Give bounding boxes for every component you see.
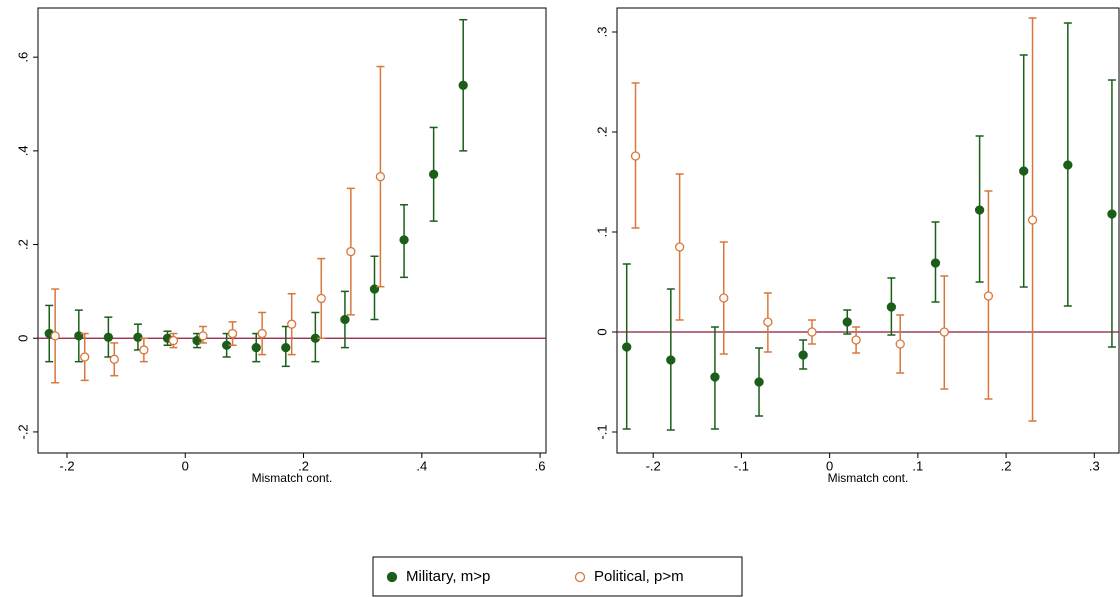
point xyxy=(1027,215,1038,225)
point xyxy=(257,328,267,339)
x-tick-label: .6 xyxy=(535,458,546,473)
point xyxy=(895,339,905,349)
y-tick-label: 0 xyxy=(594,328,609,335)
point xyxy=(939,327,949,337)
x-tick-label: 0 xyxy=(182,458,189,473)
point xyxy=(930,258,941,268)
legend-label: Political, p>m xyxy=(594,568,684,585)
legend-box xyxy=(372,556,743,597)
point xyxy=(375,171,386,182)
point xyxy=(1107,209,1117,219)
point xyxy=(842,317,852,327)
y-tick-label: .2 xyxy=(15,239,30,250)
point xyxy=(80,352,90,362)
point xyxy=(133,332,143,342)
y-tick-label: .6 xyxy=(15,52,30,63)
point xyxy=(1063,160,1073,170)
point xyxy=(227,328,238,339)
point xyxy=(316,293,326,304)
point xyxy=(710,372,720,382)
y-tick-label: .3 xyxy=(594,27,609,38)
legend-marker xyxy=(386,571,398,583)
y-tick-label: .1 xyxy=(594,227,609,238)
x-tick-label: -.2 xyxy=(646,458,661,473)
point xyxy=(251,342,261,353)
point xyxy=(340,314,350,325)
point xyxy=(103,332,114,342)
point xyxy=(983,291,994,301)
y-tick-label: .4 xyxy=(15,145,30,156)
x-tick-label: .2 xyxy=(1001,458,1012,473)
point xyxy=(974,205,985,215)
point xyxy=(50,331,60,341)
legend-marker xyxy=(574,571,586,583)
legend-label: Military, m>p xyxy=(406,568,490,585)
x-tick-label: -.1 xyxy=(734,458,749,473)
point xyxy=(886,302,897,312)
point xyxy=(1019,166,1029,176)
point xyxy=(198,331,208,341)
point xyxy=(287,319,297,329)
x-tick-label: -.2 xyxy=(59,458,74,473)
x-axis-label: Mismatch cont. xyxy=(828,471,909,485)
point xyxy=(428,169,439,179)
point xyxy=(458,80,468,90)
y-tick-label: -.1 xyxy=(594,424,609,439)
point xyxy=(622,342,632,352)
x-axis-label: Mismatch cont. xyxy=(252,471,333,485)
y-tick-label: 0 xyxy=(15,335,30,342)
point xyxy=(281,342,291,353)
point xyxy=(851,335,861,345)
point xyxy=(109,354,119,364)
point xyxy=(168,335,179,346)
point xyxy=(674,242,685,252)
point xyxy=(719,293,729,303)
x-tick-label: .2 xyxy=(298,458,309,473)
y-tick-label: .2 xyxy=(594,127,609,138)
point xyxy=(754,377,764,387)
point xyxy=(807,327,817,337)
legend: Military, m>p Political, p>m xyxy=(372,556,743,597)
point xyxy=(399,235,409,245)
x-tick-label: .4 xyxy=(416,458,427,473)
point xyxy=(139,345,149,355)
point xyxy=(763,317,773,327)
plot-area xyxy=(616,7,1120,454)
x-tick-label: .3 xyxy=(1089,458,1100,473)
plot-area xyxy=(37,7,547,454)
x-tick-label: .1 xyxy=(912,458,923,473)
point xyxy=(798,350,808,360)
point xyxy=(666,355,676,365)
x-tick-label: 0 xyxy=(826,458,833,473)
point xyxy=(346,246,356,257)
point xyxy=(630,151,641,161)
y-tick-label: -.2 xyxy=(15,424,30,439)
